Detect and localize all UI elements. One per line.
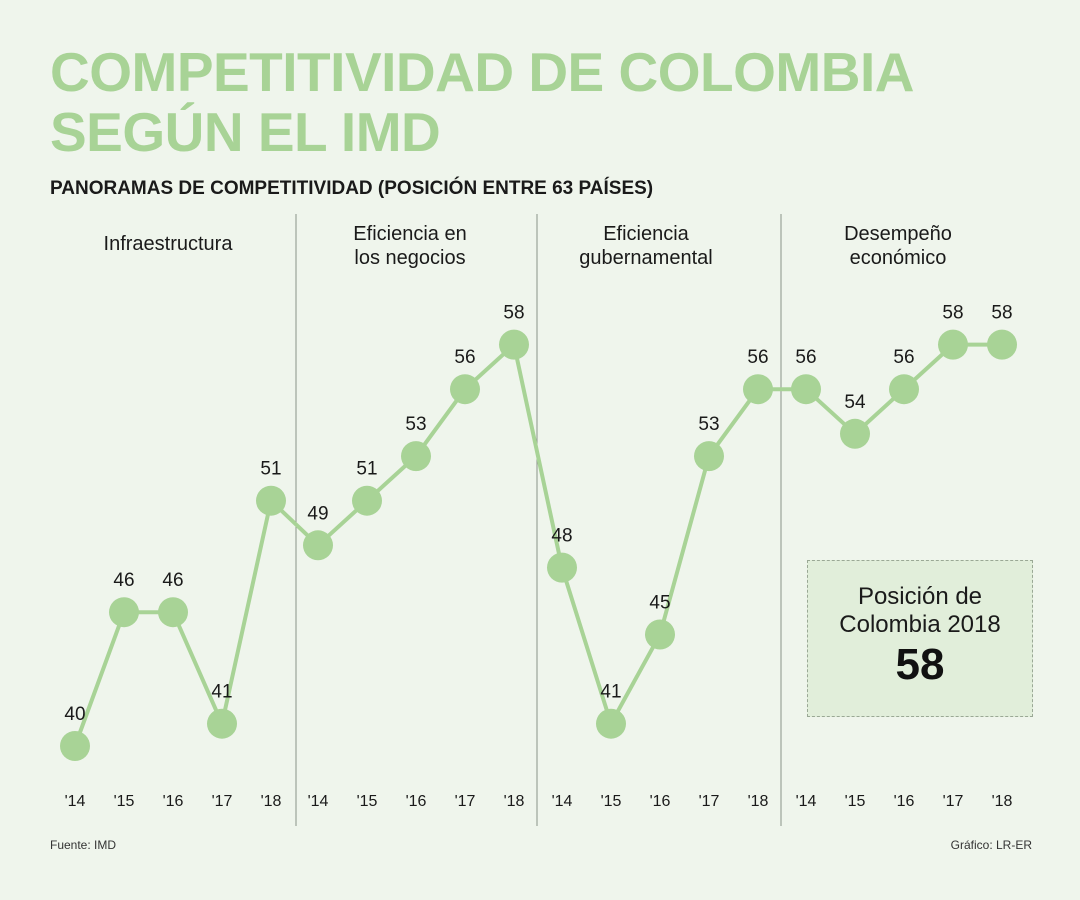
x-tick-label: '16: [163, 793, 184, 810]
x-tick-label: '14: [308, 793, 329, 810]
x-tick-label: '14: [796, 793, 817, 810]
data-point: [207, 708, 237, 739]
data-label: 58: [942, 303, 963, 324]
chart-title-line-1: COMPETITIVIDAD DE COLOMBIA: [50, 41, 914, 103]
data-label: 41: [211, 682, 232, 703]
data-label: 54: [844, 392, 866, 413]
chart-title-line-2: SEGÚN EL IMD: [50, 101, 441, 163]
data-label: 49: [307, 503, 328, 524]
data-point: [158, 597, 188, 628]
data-label: 41: [600, 682, 621, 703]
data-point: [596, 708, 626, 739]
x-tick-label: '17: [943, 793, 964, 810]
x-tick-label: '17: [699, 793, 720, 810]
credit-note: Gráfico: LR-ER: [950, 838, 1032, 852]
data-point: [499, 329, 529, 360]
x-tick-label: '18: [748, 793, 769, 810]
data-point: [743, 374, 773, 405]
data-point: [987, 329, 1017, 360]
data-label: 46: [113, 570, 134, 591]
x-tick-label: '17: [455, 793, 476, 810]
source-note: Fuente: IMD: [50, 838, 117, 852]
x-tick-label: '18: [504, 793, 525, 810]
panel-label: Eficiencia en los negocios: [353, 223, 466, 269]
data-label: 56: [795, 347, 816, 368]
callout-label: Posición de Colombia 2018: [839, 583, 1001, 638]
data-label: 51: [260, 459, 281, 480]
chart-title: COMPETITIVIDAD DE COLOMBIA SEGÚN EL IMD: [50, 42, 1050, 162]
x-tick-label: '17: [212, 793, 233, 810]
data-label: 56: [893, 347, 914, 368]
data-label: 58: [503, 303, 524, 324]
data-point: [109, 597, 139, 628]
x-tick-label: '15: [845, 793, 866, 810]
data-label: 40: [64, 704, 85, 725]
x-tick-label: '15: [357, 793, 378, 810]
chart-subtitle: PANORAMAS DE COMPETITIVIDAD (POSICIÓN EN…: [50, 178, 654, 199]
data-label: 45: [649, 593, 670, 614]
panel-label: Desempeño económico: [844, 223, 952, 269]
data-point: [303, 530, 333, 561]
data-label: 56: [747, 347, 768, 368]
x-tick-label: '14: [65, 793, 86, 810]
x-tick-label: '18: [261, 793, 282, 810]
position-callout: Posición de Colombia 2018 58: [807, 560, 1033, 717]
data-label: 51: [356, 459, 377, 480]
data-label: 53: [698, 414, 719, 435]
callout-value: 58: [895, 640, 945, 689]
data-point: [694, 441, 724, 472]
x-tick-label: '18: [992, 793, 1013, 810]
x-tick-label: '15: [601, 793, 622, 810]
data-point: [547, 552, 577, 583]
x-tick-label: '14: [552, 793, 573, 810]
data-point: [938, 329, 968, 360]
data-label: 48: [551, 526, 572, 547]
x-tick-label: '16: [894, 793, 915, 810]
data-point: [791, 374, 821, 405]
data-point: [401, 441, 431, 472]
data-point: [256, 485, 286, 516]
data-point: [840, 418, 870, 449]
data-point: [352, 485, 382, 516]
x-tick-label: '16: [650, 793, 671, 810]
panel-label: Infraestructura: [104, 233, 234, 255]
panel-label: Eficiencia gubernamental: [579, 223, 712, 269]
data-label: 46: [162, 570, 183, 591]
data-label: 58: [991, 303, 1012, 324]
data-point: [450, 374, 480, 405]
x-tick-label: '16: [406, 793, 427, 810]
data-point: [60, 731, 90, 761]
x-tick-label: '15: [114, 793, 135, 810]
data-point: [889, 374, 919, 405]
data-label: 53: [405, 414, 426, 435]
data-label: 56: [454, 347, 475, 368]
data-point: [645, 619, 675, 650]
